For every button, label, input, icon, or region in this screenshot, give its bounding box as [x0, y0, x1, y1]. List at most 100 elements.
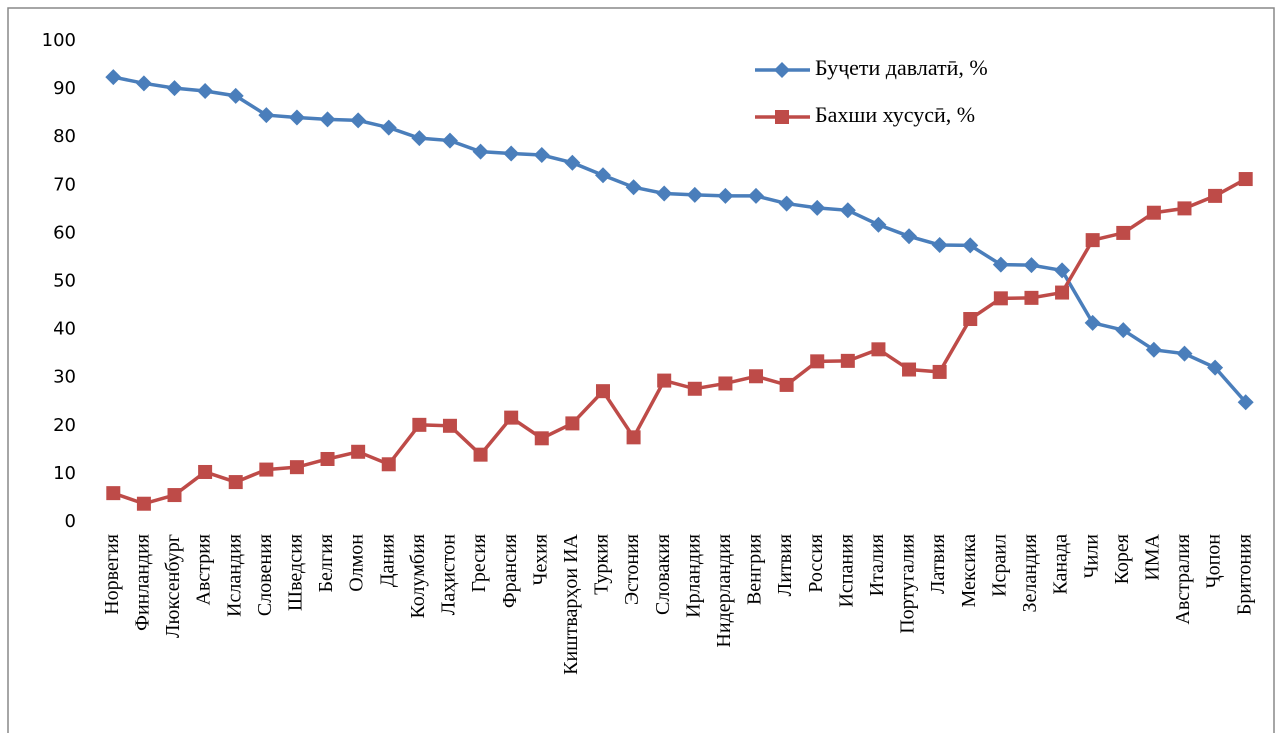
x-tick-label: Мексика: [958, 534, 980, 608]
x-tick-label: Бритония: [1233, 534, 1255, 615]
point: [105, 69, 122, 86]
x-tick-label: Исландия: [223, 534, 245, 617]
point: [564, 154, 581, 171]
x-tick-label: Россия: [805, 534, 827, 593]
x-tick-label: Олмон: [346, 534, 368, 592]
point: [1055, 285, 1070, 300]
x-tick-label: Колумбия: [407, 534, 429, 619]
point: [167, 488, 182, 503]
point: [197, 83, 214, 100]
point: [932, 364, 947, 379]
chart-border: [7, 7, 1275, 733]
point: [901, 228, 918, 245]
point: [533, 146, 550, 163]
x-tick-label: Шведсия: [285, 534, 307, 611]
point: [534, 431, 549, 446]
y-tick-label: 80: [53, 126, 76, 147]
point: [1115, 322, 1132, 339]
point: [441, 132, 458, 149]
point: [686, 186, 703, 203]
point: [135, 75, 152, 92]
x-tick-label: Белгия: [315, 534, 337, 592]
y-tick-label: 50: [53, 271, 76, 292]
legend-label: Буҷети давлатӣ, %: [815, 55, 988, 80]
x-tick-label: Чехия: [529, 534, 551, 586]
point: [504, 410, 519, 425]
point: [565, 416, 580, 431]
x-tick-label: Лаҳистон: [438, 534, 460, 615]
point: [289, 460, 304, 475]
x-tick-label: Чили: [1080, 534, 1102, 579]
x-tick-label: Литвия: [774, 534, 796, 596]
point: [1145, 341, 1162, 358]
point: [749, 369, 764, 384]
point: [810, 354, 825, 369]
point: [259, 462, 274, 477]
x-tick-label: Нидерландия: [713, 534, 735, 648]
x-tick-label: Италия: [866, 534, 888, 596]
point: [1238, 172, 1253, 187]
point: [442, 418, 457, 433]
point: [1208, 188, 1223, 203]
legend-marker: [775, 110, 789, 124]
point: [320, 451, 335, 466]
point: [412, 417, 427, 432]
y-tick-label: 100: [42, 30, 76, 51]
point: [871, 342, 886, 357]
x-tick-label: Эстония: [621, 534, 643, 605]
x-tick-label: ИМА: [1141, 533, 1163, 580]
point: [319, 111, 336, 128]
point: [228, 475, 243, 490]
point: [963, 312, 978, 327]
point: [778, 195, 795, 212]
point: [503, 145, 520, 162]
x-tick-label: Люксенбург: [162, 534, 184, 638]
point: [594, 167, 611, 184]
x-tick-label: Ирландия: [682, 534, 704, 618]
point: [106, 486, 121, 501]
point: [381, 457, 396, 472]
point: [657, 373, 672, 388]
point: [1146, 205, 1161, 220]
x-tick-label: Туркия: [591, 534, 613, 595]
x-tick-label: Корея: [1111, 534, 1133, 584]
point: [902, 362, 917, 377]
point: [962, 237, 979, 254]
point: [1085, 233, 1100, 248]
x-tick-label: Киштварҳои ИА: [560, 533, 582, 674]
x-tick-label: Гресия: [468, 534, 490, 592]
x-tick-label: Франсия: [499, 534, 521, 608]
point: [626, 430, 641, 445]
legend-marker: [774, 62, 790, 78]
y-tick-label: 30: [53, 367, 76, 388]
x-tick-label: Канада: [1050, 534, 1072, 595]
point: [258, 107, 275, 124]
point: [992, 256, 1009, 273]
x-tick-label: Латвия: [927, 534, 949, 594]
x-tick-label: Австралия: [1172, 534, 1194, 625]
point: [166, 80, 183, 97]
y-tick-label: 20: [53, 415, 76, 436]
point: [748, 187, 765, 204]
x-tick-label: Ҷопон: [1203, 534, 1225, 589]
point: [687, 381, 702, 396]
point: [656, 185, 673, 202]
y-tick-label: 90: [53, 78, 76, 99]
point: [1024, 290, 1039, 305]
point: [227, 87, 244, 104]
x-tick-label: Испания: [835, 534, 857, 608]
point: [380, 119, 397, 136]
point: [779, 377, 794, 392]
point: [1023, 257, 1040, 274]
y-tick-label: 40: [53, 319, 76, 340]
x-tick-label: Австрия: [193, 534, 215, 606]
point: [718, 376, 733, 391]
point: [931, 236, 948, 253]
x-tick-label: Португалия: [897, 534, 919, 634]
point: [1084, 314, 1101, 331]
point: [288, 109, 305, 126]
point: [1237, 394, 1254, 411]
point: [1054, 262, 1071, 279]
y-tick-label: 0: [65, 511, 76, 532]
